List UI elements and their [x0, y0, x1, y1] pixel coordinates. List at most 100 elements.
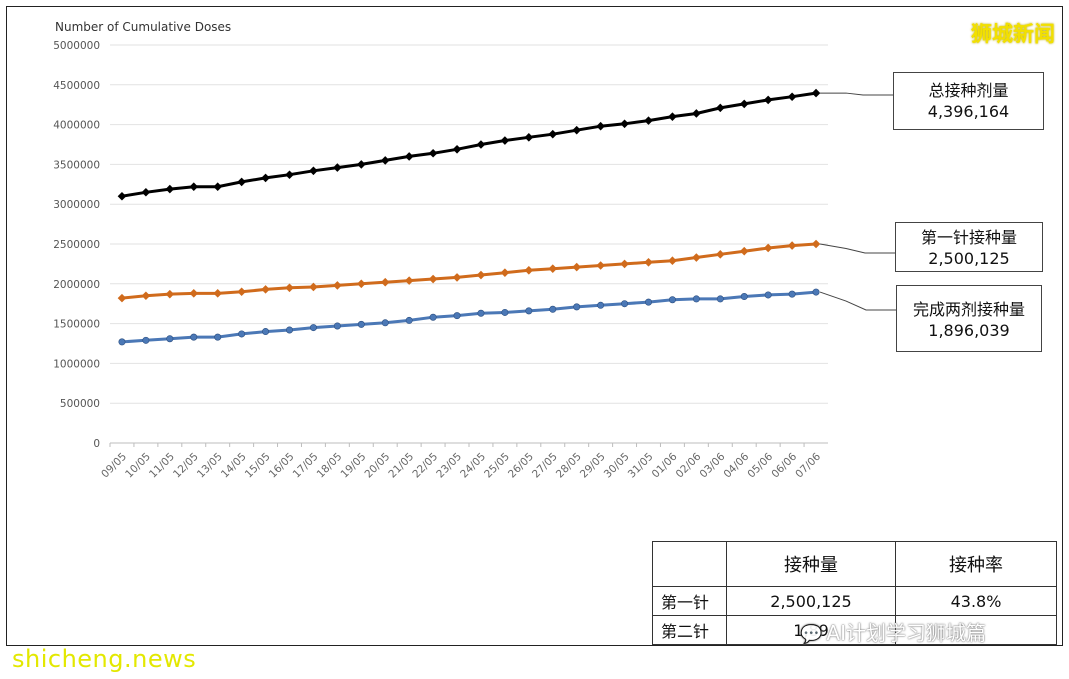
data-point [668, 256, 677, 266]
x-tick-label: 31/05 [626, 451, 656, 481]
callout-leader-line [819, 291, 896, 311]
data-point [285, 326, 293, 334]
x-axis-ticks: 09/0510/0511/0512/0513/0514/0515/0516/05… [99, 443, 823, 481]
x-tick-label: 17/05 [291, 451, 321, 481]
x-tick-label: 13/05 [195, 451, 225, 481]
y-tick-label: 1000000 [53, 358, 100, 370]
data-point [262, 328, 270, 336]
data-point [716, 250, 725, 259]
data-point [333, 322, 341, 330]
data-point [740, 293, 748, 301]
data-point [500, 136, 510, 145]
table-row: 第一针 2,500,125 43.8% [652, 586, 1057, 616]
data-point [166, 335, 174, 343]
data-point [428, 274, 438, 284]
y-tick-label: 1500000 [53, 319, 100, 331]
data-point [476, 270, 486, 280]
data-point [238, 330, 246, 338]
data-point [573, 303, 581, 311]
callout-total-doses: 总接种剂量 4,396,164 [893, 72, 1044, 130]
callout-fully-name: 完成两剂接种量 [912, 300, 1025, 319]
data-point [452, 273, 462, 282]
data-point [692, 253, 701, 262]
data-point [165, 289, 175, 299]
series-line [121, 242, 817, 300]
data-point [189, 289, 199, 298]
y-axis-title: Number of Cumulative Doses [55, 20, 231, 34]
x-tick-label: 06/06 [769, 450, 799, 480]
data-point [381, 319, 389, 327]
chart-frame [6, 6, 1063, 646]
data-point [237, 287, 246, 297]
data-point [141, 291, 151, 301]
series-0 [117, 88, 821, 201]
data-point [644, 298, 652, 306]
callout-fully-vaccinated: 完成两剂接种量 1,896,039 [896, 285, 1042, 352]
data-point [596, 121, 605, 131]
x-tick-label: 28/05 [554, 451, 584, 481]
x-tick-label: 01/06 [650, 450, 680, 480]
x-tick-label: 16/05 [267, 451, 297, 481]
table-header-amount: 接种量 [726, 541, 896, 587]
data-point [525, 307, 533, 315]
data-point [404, 152, 414, 161]
data-point [668, 296, 676, 304]
data-point [620, 259, 629, 269]
data-point [524, 133, 534, 142]
watermark: 💬 AI计划学习狮城篇 [800, 617, 986, 646]
data-point [716, 295, 724, 303]
data-point [357, 279, 366, 289]
x-tick-label: 15/05 [243, 451, 273, 481]
x-tick-label: 05/06 [745, 450, 775, 480]
data-point [500, 268, 510, 277]
callout-total-value: 4,396,164 [927, 102, 1010, 121]
x-tick-label: 10/05 [123, 451, 153, 481]
data-point [141, 187, 151, 197]
x-tick-label: 30/05 [602, 451, 632, 481]
x-tick-label: 19/05 [339, 451, 369, 481]
x-tick-label: 22/05 [410, 451, 440, 481]
data-point [739, 99, 749, 109]
x-tick-label: 29/05 [578, 451, 608, 481]
y-tick-label: 5000000 [53, 40, 100, 52]
data-point [285, 283, 294, 293]
x-tick-label: 24/05 [458, 451, 488, 481]
table-row: 第二针 1,89 [652, 615, 1057, 645]
data-point [597, 301, 605, 309]
data-point [524, 265, 534, 275]
data-point [404, 276, 414, 285]
y-tick-label: 2500000 [53, 239, 100, 251]
y-tick-label: 2000000 [53, 279, 100, 291]
data-point [692, 109, 701, 118]
data-point [142, 336, 150, 344]
y-axis-ticks: 0 500000 1000000 1500000 2000000 2500000 30000… [53, 40, 100, 450]
y-tick-label: 500000 [60, 398, 100, 410]
data-point [787, 92, 797, 102]
x-tick-label: 27/05 [530, 451, 560, 481]
data-point [476, 140, 486, 149]
row-rate [895, 615, 1057, 645]
data-point [309, 282, 318, 292]
data-point [261, 173, 270, 183]
data-point [333, 163, 342, 172]
callout-fully-value: 1,896,039 [928, 321, 1010, 340]
series-line [121, 290, 817, 344]
row-amount: 2,500,125 [726, 586, 896, 616]
data-point [477, 309, 485, 317]
x-tick-label: 11/05 [147, 451, 177, 481]
callout-first-name: 第一针接种量 [920, 228, 1017, 247]
data-point [452, 144, 462, 154]
data-point [548, 129, 558, 139]
data-point [285, 170, 294, 180]
x-tick-label: 09/05 [99, 451, 129, 481]
data-point [213, 182, 222, 191]
data-point [596, 261, 605, 270]
callout-first-value: 2,500,125 [928, 249, 1010, 268]
y-tick-label: 3500000 [53, 159, 100, 171]
row-amount: 1,89 [726, 615, 896, 645]
x-tick-label: 03/06 [698, 450, 728, 480]
x-tick-label: 14/05 [219, 451, 249, 481]
y-tick-label: 3000000 [53, 199, 100, 211]
data-point [333, 281, 342, 290]
